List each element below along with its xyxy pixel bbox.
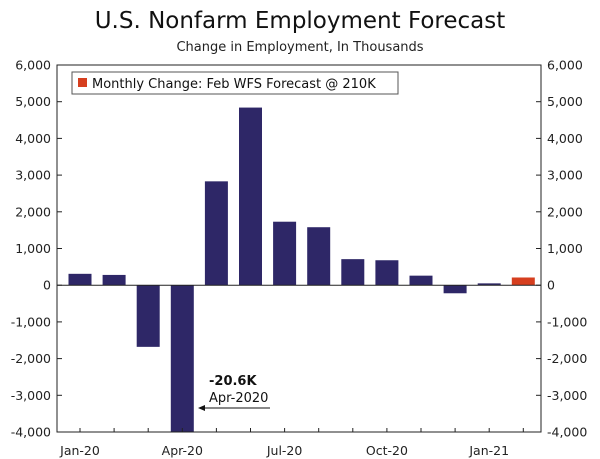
legend-label: Monthly Change: Feb WFS Forecast @ 210K: [92, 77, 376, 92]
y-tick-label-right: 6,000: [547, 58, 583, 73]
y-tick-label-left: 0: [43, 278, 51, 293]
y-tick-label-left: -3,000: [11, 388, 51, 403]
bar-apr-20: [170, 285, 194, 432]
x-tick-label: Oct-20: [366, 443, 408, 458]
legend-swatch: [78, 78, 87, 87]
x-tick-label: Jan-20: [59, 443, 100, 458]
plot-frame: [56, 64, 542, 433]
x-tick-label: Jul-20: [266, 443, 303, 458]
x-tick-label: Apr-20: [162, 443, 203, 458]
axes-group: 6,000 6,000 5,000 5,000 4,000 4,000 3,000 3,000…: [11, 58, 588, 459]
y-tick-label-right: -4,000: [547, 425, 587, 440]
bar-jun-20: [239, 107, 262, 286]
annotation-label: Apr-2020: [209, 391, 268, 406]
x-tick-label: Jan-21: [468, 443, 509, 458]
y-tick-label-left: 5,000: [15, 94, 51, 109]
bar-mar-20: [136, 285, 160, 347]
bar-feb-20: [102, 274, 126, 286]
chart-subtitle: Change in Employment, In Thousands: [176, 40, 424, 55]
y-tick-label-left: 6,000: [15, 58, 51, 73]
y-tick-label-left: 1,000: [15, 241, 51, 256]
y-tick-label-left: -4,000: [11, 425, 51, 440]
bar-aug-20: [307, 227, 331, 286]
y-tick-label-right: 2,000: [547, 204, 583, 219]
y-tick-label-right: 4,000: [547, 131, 583, 146]
y-tick-label-left: -2,000: [11, 351, 51, 366]
y-tick-label-right: 1,000: [547, 241, 583, 256]
y-tick-label-right: 5,000: [547, 94, 583, 109]
annotation-value: -20.6K: [209, 374, 257, 389]
bars-group: [68, 107, 535, 432]
bar-dec-20: [443, 285, 467, 294]
y-tick-label-right: -2,000: [547, 351, 587, 366]
y-tick-label-right: 0: [547, 278, 555, 293]
y-tick-label-left: 2,000: [15, 204, 51, 219]
legend-box: [71, 71, 399, 95]
y-tick-label-left: 3,000: [15, 168, 51, 183]
y-tick-label-right: -1,000: [547, 314, 587, 329]
y-tick-label-left: 4,000: [15, 131, 51, 146]
bar-jan-21: [477, 283, 501, 286]
bar-feb-21-forecast: [511, 277, 535, 286]
y-tick-label-right: 3,000: [547, 168, 583, 183]
bar-jan-20: [68, 273, 92, 286]
y-tick-label-right: -3,000: [547, 388, 587, 403]
bar-sep-20: [341, 259, 365, 286]
bar-oct-20: [375, 260, 399, 286]
annotation: -20.6K Apr-2020: [198, 374, 270, 411]
bar-may-20: [204, 181, 228, 286]
annotation-arrow-head: [198, 405, 205, 411]
y-tick-label-left: -1,000: [11, 314, 51, 329]
legend: Monthly Change: Feb WFS Forecast @ 210K: [71, 71, 399, 95]
bar-nov-20: [409, 275, 433, 286]
bar-jul-20: [273, 221, 297, 286]
chart-title: U.S. Nonfarm Employment Forecast: [94, 8, 506, 34]
